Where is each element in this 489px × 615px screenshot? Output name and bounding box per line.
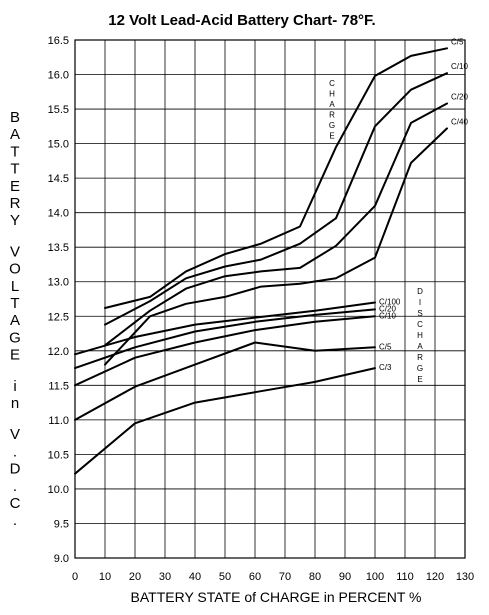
x-tick-label: 70 (279, 571, 291, 583)
y-tick-label: 13.0 (48, 277, 69, 289)
series-label: C/5 (451, 37, 464, 46)
chart-title: 12 Volt Lead-Acid Battery Chart- 78°F. (108, 12, 375, 29)
y-tick-label: 15.0 (48, 139, 69, 151)
series-line-discharge-C-3 (74, 367, 376, 475)
y-tick-label: 12.5 (48, 311, 69, 323)
group-label-letter: G (417, 364, 423, 373)
y-axis-label-letter: R (10, 195, 21, 212)
x-tick-label: 0 (72, 571, 78, 583)
x-tick-label: 50 (219, 571, 231, 583)
y-axis-label-letter: E (10, 178, 20, 195)
series-line-discharge-C-10 (74, 315, 376, 387)
y-tick-label: 14.0 (48, 208, 69, 220)
group-label-letter: D (417, 287, 423, 296)
group-label-letter: A (417, 342, 423, 351)
group-label-letter: E (329, 132, 334, 141)
series-label: C/40 (451, 117, 468, 126)
y-tick-label: 16.0 (48, 70, 69, 82)
y-axis-label-letter: . (13, 512, 17, 529)
group-label-letter: H (329, 90, 335, 99)
y-axis-label-letter: V (10, 426, 20, 443)
series-line-charge-C-20 (104, 102, 448, 347)
y-axis-label-letter: V (10, 243, 20, 260)
y-axis-label-letter: . (13, 478, 17, 495)
x-tick-label: 40 (189, 571, 201, 583)
x-tick-label: 80 (309, 571, 321, 583)
y-axis-label-letter: T (10, 295, 19, 312)
series-lines (74, 47, 448, 475)
x-tick-label: 30 (159, 571, 171, 583)
series-label: C/20 (451, 93, 468, 102)
x-tick-label: 130 (456, 571, 474, 583)
group-label-letter: H (417, 331, 423, 340)
series-label: C/10 (379, 311, 396, 320)
y-tick-label: 9.5 (54, 518, 69, 530)
y-axis-label-letter: O (9, 261, 21, 278)
group-label-letter: R (329, 111, 335, 120)
group-label-letter: E (417, 375, 422, 384)
y-axis-label-letter: T (10, 143, 19, 160)
x-tick-label: 10 (99, 571, 111, 583)
series-line-discharge-C-20 (74, 308, 376, 370)
y-axis-label-letter: L (11, 278, 19, 295)
series-label: C/20 (379, 304, 396, 313)
y-axis-label-letter: A (10, 312, 20, 329)
group-label-letter: G (329, 121, 335, 130)
x-tick-label: 60 (249, 571, 261, 583)
group-label-charge: CHARGE (329, 79, 335, 141)
y-tick-label: 10.5 (48, 449, 69, 461)
series-label: C/5 (379, 342, 392, 351)
x-axis-ticks: 0 10 20 30 40 50 60 70 80 90 100 110 120 130 (72, 571, 474, 583)
series-label: C/10 (451, 62, 468, 71)
x-tick-label: 120 (426, 571, 444, 583)
y-axis-label-letter: i (13, 378, 16, 395)
group-label-letter: I (419, 298, 421, 307)
y-tick-label: 11.5 (48, 380, 69, 392)
x-axis-label: BATTERY STATE of CHARGE in PERCENT % (131, 589, 422, 605)
y-axis-label-letter: Y (10, 212, 20, 229)
series-line-discharge-C-100 (74, 301, 376, 356)
series-label: C/3 (379, 363, 392, 372)
series-line-charge-C-5 (104, 47, 448, 309)
chart-grid (74, 39, 466, 559)
x-tick-label: 90 (339, 571, 351, 583)
series-line-charge-C-40 (104, 127, 448, 366)
group-label-letter: C (329, 79, 335, 88)
y-tick-label: 13.5 (48, 242, 69, 254)
group-label-letter: R (417, 353, 423, 362)
y-tick-label: 12.0 (48, 346, 69, 358)
y-tick-label: 9.0 (54, 553, 69, 565)
x-tick-label: 20 (129, 571, 141, 583)
y-axis-label-letter: n (11, 395, 19, 412)
x-tick-label: 110 (396, 571, 414, 583)
series-line-charge-C-10 (104, 72, 448, 326)
series-label: C/100 (379, 297, 401, 306)
y-axis-ticks: 9.0 9.5 10.0 10.5 11.0 11.5 12.0 12.5 13.0 13.5 14… (48, 35, 69, 565)
y-tick-label: 14.5 (48, 173, 69, 185)
y-tick-label: 10.0 (48, 484, 69, 496)
series-line-discharge-C-5 (74, 341, 376, 421)
group-label-letter: S (417, 309, 422, 318)
y-tick-label: 16.5 (48, 35, 69, 47)
y-tick-label: 15.5 (48, 104, 69, 116)
y-axis-label-letter: A (10, 126, 20, 143)
y-axis-label-letter: E (10, 347, 20, 364)
y-axis-label-letter: D (10, 461, 21, 478)
y-tick-label: 11.0 (48, 415, 69, 427)
group-label-letter: C (417, 320, 423, 329)
x-tick-label: 100 (366, 571, 384, 583)
plot-frame (74, 39, 466, 559)
y-axis-label-letter: G (9, 329, 21, 346)
y-axis-label-letter: B (10, 109, 20, 126)
group-label-letter: A (329, 100, 335, 109)
y-axis-label-letter: T (10, 161, 19, 178)
y-axis-label-letter: . (13, 443, 17, 460)
y-axis-label-letter: C (10, 495, 21, 512)
